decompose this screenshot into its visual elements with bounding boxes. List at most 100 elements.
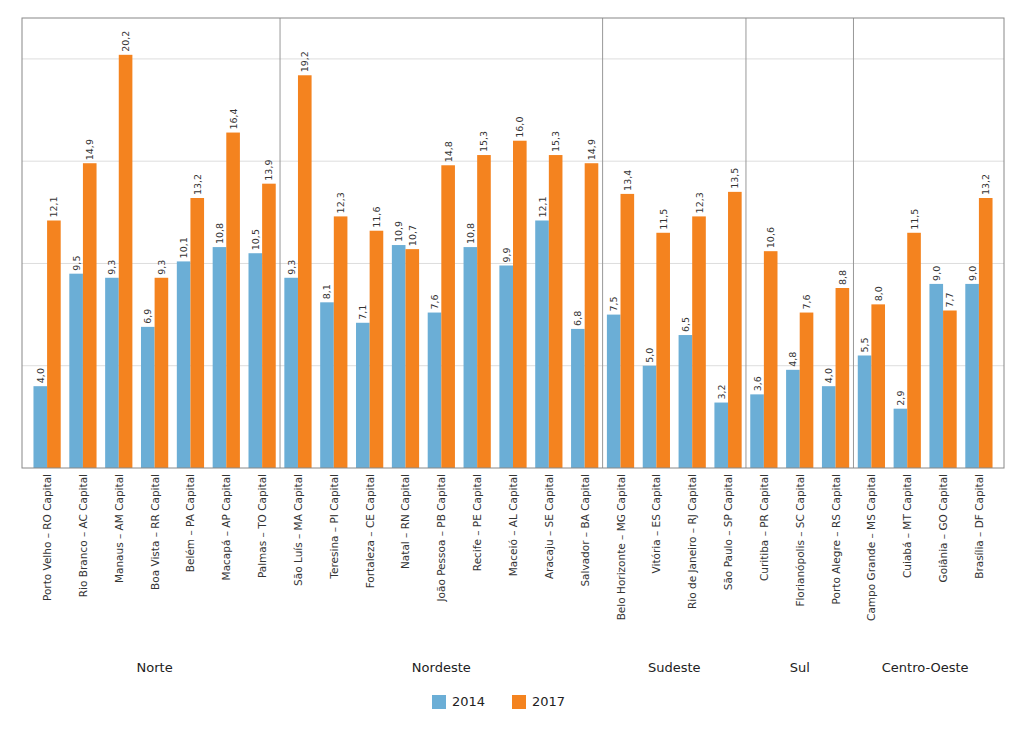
x-tick-label: São Paulo – SP Capital [722,474,734,590]
x-tick-label: João Pessoa – PB Capital [435,474,447,603]
bar [894,409,908,468]
bar [549,155,563,468]
region-separator [745,18,746,468]
bar [428,313,442,468]
bar [750,394,764,468]
bar [213,247,227,468]
legend-label: 2017 [532,694,565,709]
bar [155,278,169,468]
region-separator [853,18,854,468]
bar [822,386,836,468]
bar [119,55,133,468]
bar [83,163,97,468]
region-label: Norte [137,660,173,675]
region-label: Nordeste [412,660,471,675]
x-tick-label: Recife – PE Capital [471,474,483,571]
data-label: 5,0 [644,348,655,363]
x-tick-label: Boa Vista – RR Capital [149,474,161,590]
x-tick-label: Rio de Janeiro – RJ Capital [686,474,698,609]
data-label: 20,2 [120,31,131,52]
bar [643,366,657,468]
bar [979,198,993,468]
bar [249,253,263,468]
bar [441,165,455,468]
x-tick-label: Aracaju – SE Capital [543,474,555,579]
bar [499,266,513,469]
bar [405,249,419,468]
bar [858,356,872,469]
data-label: 7,6 [429,294,440,309]
bar [800,313,814,468]
bar [714,403,728,468]
data-label: 7,1 [357,305,368,320]
data-label: 6,9 [142,309,153,324]
data-label: 4,0 [823,368,834,383]
data-label: 8,1 [321,284,332,299]
data-label: 16,0 [514,117,525,138]
data-label: 13,2 [192,174,203,195]
data-label: 12,3 [335,192,346,213]
data-label: 4,0 [35,368,46,383]
data-label: 12,3 [694,192,705,213]
x-tick-label: Porto Alegre – RS Capital [830,474,842,604]
legend-swatch [432,695,446,709]
x-tick-label: Natal – RN Capital [399,474,411,569]
data-label: 4,8 [787,352,798,367]
legend-label: 2014 [452,694,485,709]
data-label: 11,5 [658,209,669,230]
data-label: 9,3 [286,260,297,275]
data-label: 3,6 [752,376,763,391]
data-label: 9,3 [156,260,167,275]
grid-line [22,58,1004,59]
data-label: 5,5 [859,337,870,352]
bar [69,274,83,468]
data-label: 19,2 [299,51,310,72]
data-label: 10,1 [178,237,189,258]
bar [513,141,527,468]
bar [477,155,491,468]
data-label: 11,5 [909,209,920,230]
data-label: 2,9 [895,391,906,406]
bar [621,194,635,468]
data-label: 3,2 [716,384,727,399]
bar [141,327,155,468]
bar [929,284,943,468]
bar [190,198,204,468]
data-label: 13,9 [263,160,274,181]
legend: 2014 2017 [432,694,565,709]
region-label: Centro-Oeste [882,660,969,675]
plot-frame [22,18,1004,468]
bar [298,75,312,468]
bar [47,221,61,469]
data-label: 12,1 [537,196,548,217]
x-tick-label: Teresina – PI Capital [328,474,340,580]
bar [656,233,670,468]
x-tick-label: Rio Branco – AC Capital [77,474,89,597]
x-tick-label: Florianópolis – SC Capital [794,474,806,607]
data-label: 13,4 [622,170,633,191]
x-tick-label: Maceió – AL Capital [507,474,519,576]
data-label: 15,3 [550,131,561,152]
x-tick-label: Palmas – TO Capital [256,474,268,578]
bar [370,231,384,468]
legend-swatch [512,695,526,709]
bar [607,315,621,468]
bar [177,261,191,468]
x-tick-label: Porto Velho – RO Capital [41,474,53,601]
bar [226,133,240,468]
x-tick-label: Belém – PA Capital [184,474,196,572]
bar [692,216,706,468]
data-label: 9,9 [501,247,512,262]
data-label: 9,0 [967,266,978,281]
bars [33,55,992,468]
data-label: 15,3 [478,131,489,152]
bar [728,192,742,468]
bar [33,386,47,468]
bar [764,251,778,468]
data-label: 12,1 [48,196,59,217]
region-separator [280,18,281,468]
bar [965,284,979,468]
data-label: 10,7 [407,225,418,246]
region-label: Sul [790,660,810,675]
data-label: 6,8 [572,311,583,326]
